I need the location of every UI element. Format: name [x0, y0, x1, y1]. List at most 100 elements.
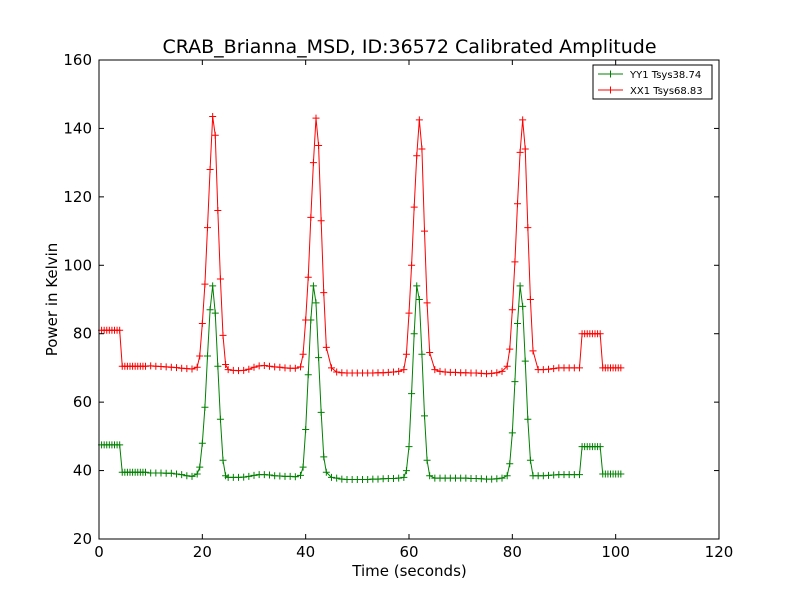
data-point	[418, 350, 426, 358]
data-point	[493, 369, 501, 377]
data-point	[421, 227, 428, 235]
chart-title: CRAB_Brianna_MSD, ID:36572 Calibrated Am…	[162, 36, 656, 58]
series-line	[101, 116, 621, 375]
data-point	[309, 282, 317, 290]
y-axis-label: Power in Kelvin	[43, 243, 61, 357]
data-point	[266, 471, 273, 479]
x-tick-label: 120	[705, 543, 734, 561]
x-tick-label: 40	[296, 543, 315, 561]
y-tick-label: 140	[63, 119, 92, 137]
data-point	[116, 326, 124, 334]
data-point	[188, 472, 196, 480]
legend-label-xx1: XX1 Tsys68.83	[630, 86, 703, 97]
series-0	[98, 282, 625, 483]
data-point	[216, 275, 224, 283]
data-point	[526, 296, 534, 303]
data-point	[250, 471, 258, 479]
data-point	[297, 363, 304, 371]
data-point	[333, 474, 341, 482]
data-point	[302, 426, 310, 434]
legend-entry-xx1: XX1 Tsys68.83	[598, 86, 703, 97]
data-point	[193, 363, 201, 371]
data-point	[498, 474, 506, 482]
legend-box	[592, 64, 713, 100]
data-point	[183, 472, 191, 480]
series-1	[98, 112, 625, 378]
data-point	[514, 200, 521, 208]
data-point	[297, 471, 304, 479]
data-point	[488, 369, 496, 377]
data-point	[402, 467, 410, 475]
data-point	[307, 213, 315, 221]
data-point	[402, 350, 410, 358]
data-point	[405, 443, 413, 451]
x-tick-label: 20	[193, 543, 212, 561]
data-point	[320, 453, 328, 461]
data-point	[322, 343, 330, 351]
series-line	[101, 285, 621, 480]
data-point	[315, 142, 323, 150]
data-point	[206, 306, 214, 314]
plot-frame	[98, 59, 720, 540]
data-point	[526, 456, 534, 464]
data-point	[516, 148, 524, 156]
data-point	[328, 473, 335, 481]
data-point	[617, 470, 625, 478]
data-point	[219, 331, 227, 339]
data-point	[198, 319, 206, 327]
data-point	[201, 280, 209, 288]
data-point	[524, 224, 532, 232]
data-point	[299, 463, 307, 471]
data-point	[216, 415, 224, 423]
data-point	[209, 282, 217, 290]
data-point	[426, 472, 434, 480]
y-tick-label: 120	[63, 188, 92, 206]
data-point	[312, 114, 320, 122]
data-point	[426, 349, 434, 357]
data-point	[193, 470, 201, 478]
data-point	[529, 347, 537, 355]
x-tick-label: 80	[503, 543, 522, 561]
data-point	[405, 309, 413, 317]
data-point	[516, 282, 524, 290]
data-point	[431, 366, 439, 374]
legend-entry-yy1: YY1 Tsys38.74	[598, 70, 701, 81]
data-point	[291, 364, 299, 372]
data-point	[312, 299, 320, 307]
data-point	[201, 403, 209, 411]
data-point	[266, 362, 273, 370]
legend: YY1 Tsys38.74 XX1 Tsys68.83	[592, 64, 713, 100]
data-point	[550, 365, 558, 373]
data-point	[304, 273, 312, 281]
data-point	[116, 441, 124, 449]
data-point	[423, 299, 431, 307]
data-point	[328, 364, 335, 372]
y-tick-label: 20	[73, 530, 92, 548]
data-point	[304, 371, 312, 379]
data-point	[423, 456, 431, 464]
data-point	[204, 224, 211, 232]
data-point	[524, 415, 532, 423]
data-point	[521, 357, 529, 365]
data-point	[245, 472, 253, 480]
y-tick-label: 40	[73, 462, 92, 480]
data-point	[214, 207, 222, 215]
data-point	[498, 367, 506, 375]
data-point	[503, 472, 511, 480]
data-point	[511, 378, 519, 386]
data-point	[506, 460, 514, 468]
data-point	[596, 443, 604, 451]
data-point	[142, 468, 149, 476]
data-point	[545, 365, 552, 373]
plot-area	[98, 112, 625, 483]
data-point	[309, 159, 317, 167]
data-point	[204, 352, 211, 360]
data-point	[322, 468, 330, 476]
data-point	[240, 473, 248, 481]
data-point	[511, 258, 519, 266]
data-point	[224, 366, 232, 374]
data-point	[333, 368, 341, 376]
data-point	[408, 261, 416, 269]
